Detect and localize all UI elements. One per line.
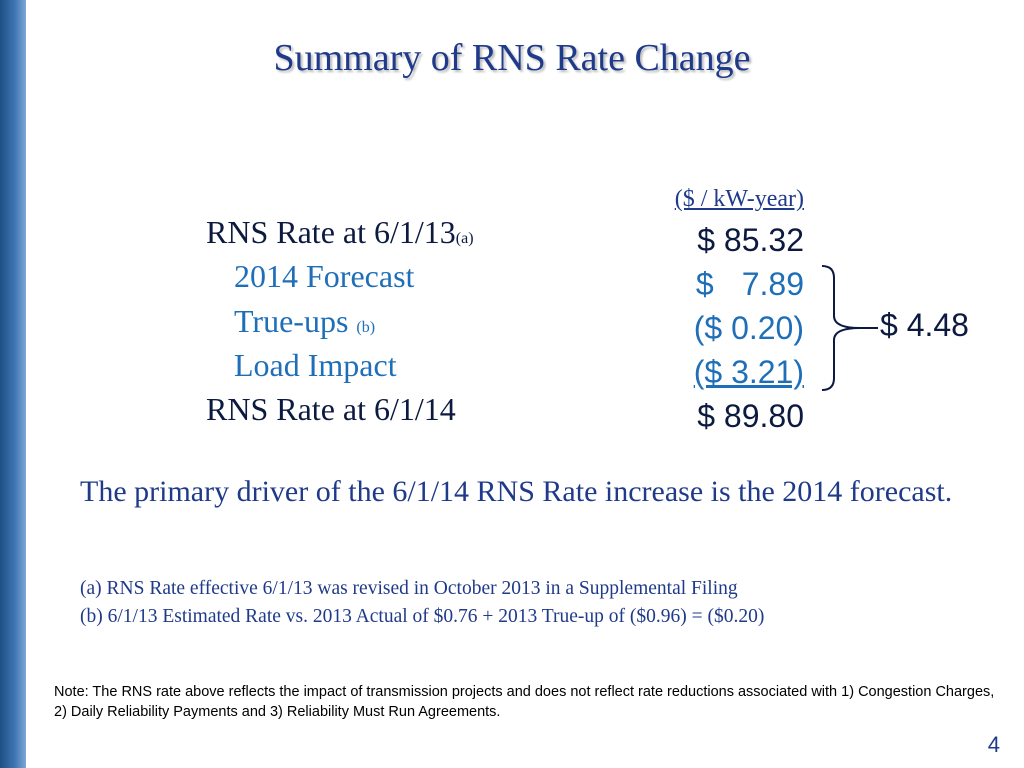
- row-label-text: True-ups: [234, 303, 349, 339]
- row-label-rate-2013: RNS Rate at 6/1/13(a): [206, 214, 474, 251]
- bracket-icon: [821, 265, 878, 391]
- value-amount: 7.89: [741, 266, 804, 302]
- value-currency-symbol: $: [695, 266, 714, 302]
- value-true-ups: ($ 0.20): [693, 310, 804, 346]
- row-footnote-marker: (b): [356, 319, 376, 336]
- unit-label: ($ / kW-year): [674, 186, 804, 212]
- page-number: 4: [987, 732, 1000, 757]
- slide-title: Summary of RNS Rate Change: [273, 37, 751, 79]
- row-label-true-ups: True-ups (b): [234, 303, 375, 340]
- footnote-b: (b) 6/1/13 Estimated Rate vs. 2013 Actua…: [80, 606, 765, 627]
- row-label-text: RNS Rate at 6/1/13: [206, 214, 456, 250]
- footnote-a: (a) RNS Rate effective 6/1/13 was revise…: [80, 578, 738, 599]
- value-forecast: $7.89: [696, 266, 804, 303]
- value-rate-2014: $ 89.80: [697, 398, 804, 434]
- row-label-load-impact: Load Impact: [234, 347, 397, 383]
- value-load-impact: ($ 3.21): [693, 354, 804, 390]
- bracket-total: $ 4.48: [880, 307, 969, 343]
- value-rate-2013: $ 85.32: [697, 222, 804, 258]
- row-label-forecast: 2014 Forecast: [234, 258, 415, 294]
- driver-statement: The primary driver of the 6/1/14 RNS Rat…: [80, 475, 953, 508]
- left-accent-bar: [0, 0, 26, 768]
- note-text: Note: The RNS rate above reflects the im…: [54, 684, 995, 720]
- row-label-rate-2014: RNS Rate at 6/1/14: [206, 391, 456, 427]
- row-footnote-marker: (a): [455, 230, 474, 247]
